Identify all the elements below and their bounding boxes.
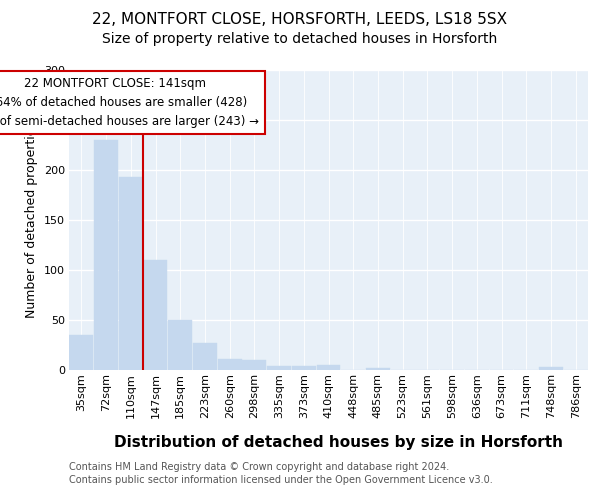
Bar	[143, 260, 167, 370]
Text: Contains HM Land Registry data © Crown copyright and database right 2024.: Contains HM Land Registry data © Crown c…	[69, 462, 449, 472]
Bar	[292, 366, 316, 370]
Bar	[267, 366, 291, 370]
Text: 22, MONTFORT CLOSE, HORSFORTH, LEEDS, LS18 5SX: 22, MONTFORT CLOSE, HORSFORTH, LEEDS, LS…	[92, 12, 508, 28]
Bar	[193, 343, 217, 370]
Text: 22 MONTFORT CLOSE: 141sqm
← 64% of detached houses are smaller (428)
36% of semi: 22 MONTFORT CLOSE: 141sqm ← 64% of detac…	[0, 77, 259, 128]
Bar	[119, 177, 143, 370]
Bar	[218, 359, 242, 370]
Bar	[168, 320, 192, 370]
Bar	[242, 360, 266, 370]
Bar	[70, 335, 94, 370]
Text: Size of property relative to detached houses in Horsforth: Size of property relative to detached ho…	[103, 32, 497, 46]
Bar	[366, 368, 390, 370]
Bar	[539, 367, 563, 370]
Text: Distribution of detached houses by size in Horsforth: Distribution of detached houses by size …	[115, 435, 563, 450]
Bar	[94, 140, 118, 370]
Bar	[317, 365, 340, 370]
Text: Contains public sector information licensed under the Open Government Licence v3: Contains public sector information licen…	[69, 475, 493, 485]
Y-axis label: Number of detached properties: Number of detached properties	[25, 122, 38, 318]
